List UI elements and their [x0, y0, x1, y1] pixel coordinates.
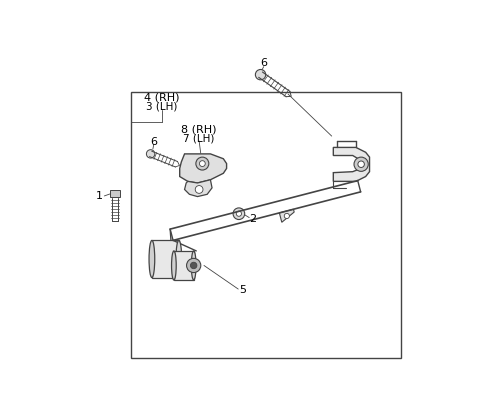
Circle shape: [284, 213, 289, 218]
Text: 4 (RH): 4 (RH): [144, 92, 180, 102]
Circle shape: [199, 161, 205, 166]
Circle shape: [195, 186, 203, 193]
Circle shape: [358, 161, 364, 168]
Polygon shape: [279, 209, 294, 222]
Text: 3 (LH): 3 (LH): [146, 102, 178, 112]
Circle shape: [187, 258, 201, 273]
Text: 6: 6: [260, 58, 267, 68]
Circle shape: [146, 150, 155, 158]
Polygon shape: [110, 190, 120, 197]
Circle shape: [354, 157, 368, 171]
Text: 7 (LH): 7 (LH): [183, 134, 215, 144]
Polygon shape: [184, 180, 212, 197]
Polygon shape: [180, 154, 227, 183]
Circle shape: [191, 262, 197, 269]
Bar: [131, 92, 401, 357]
Text: 1: 1: [96, 191, 103, 201]
Circle shape: [255, 69, 266, 80]
Text: 8 (RH): 8 (RH): [181, 125, 217, 135]
Text: 5: 5: [239, 285, 246, 295]
Ellipse shape: [176, 240, 182, 278]
Circle shape: [196, 157, 209, 170]
Ellipse shape: [192, 251, 196, 280]
Ellipse shape: [149, 240, 155, 278]
Text: 6: 6: [150, 136, 157, 147]
Ellipse shape: [171, 251, 176, 280]
Polygon shape: [333, 147, 370, 181]
Bar: [174, 251, 193, 280]
Circle shape: [233, 208, 245, 220]
Text: 2: 2: [249, 213, 256, 223]
Circle shape: [236, 211, 241, 216]
Bar: [152, 240, 179, 278]
